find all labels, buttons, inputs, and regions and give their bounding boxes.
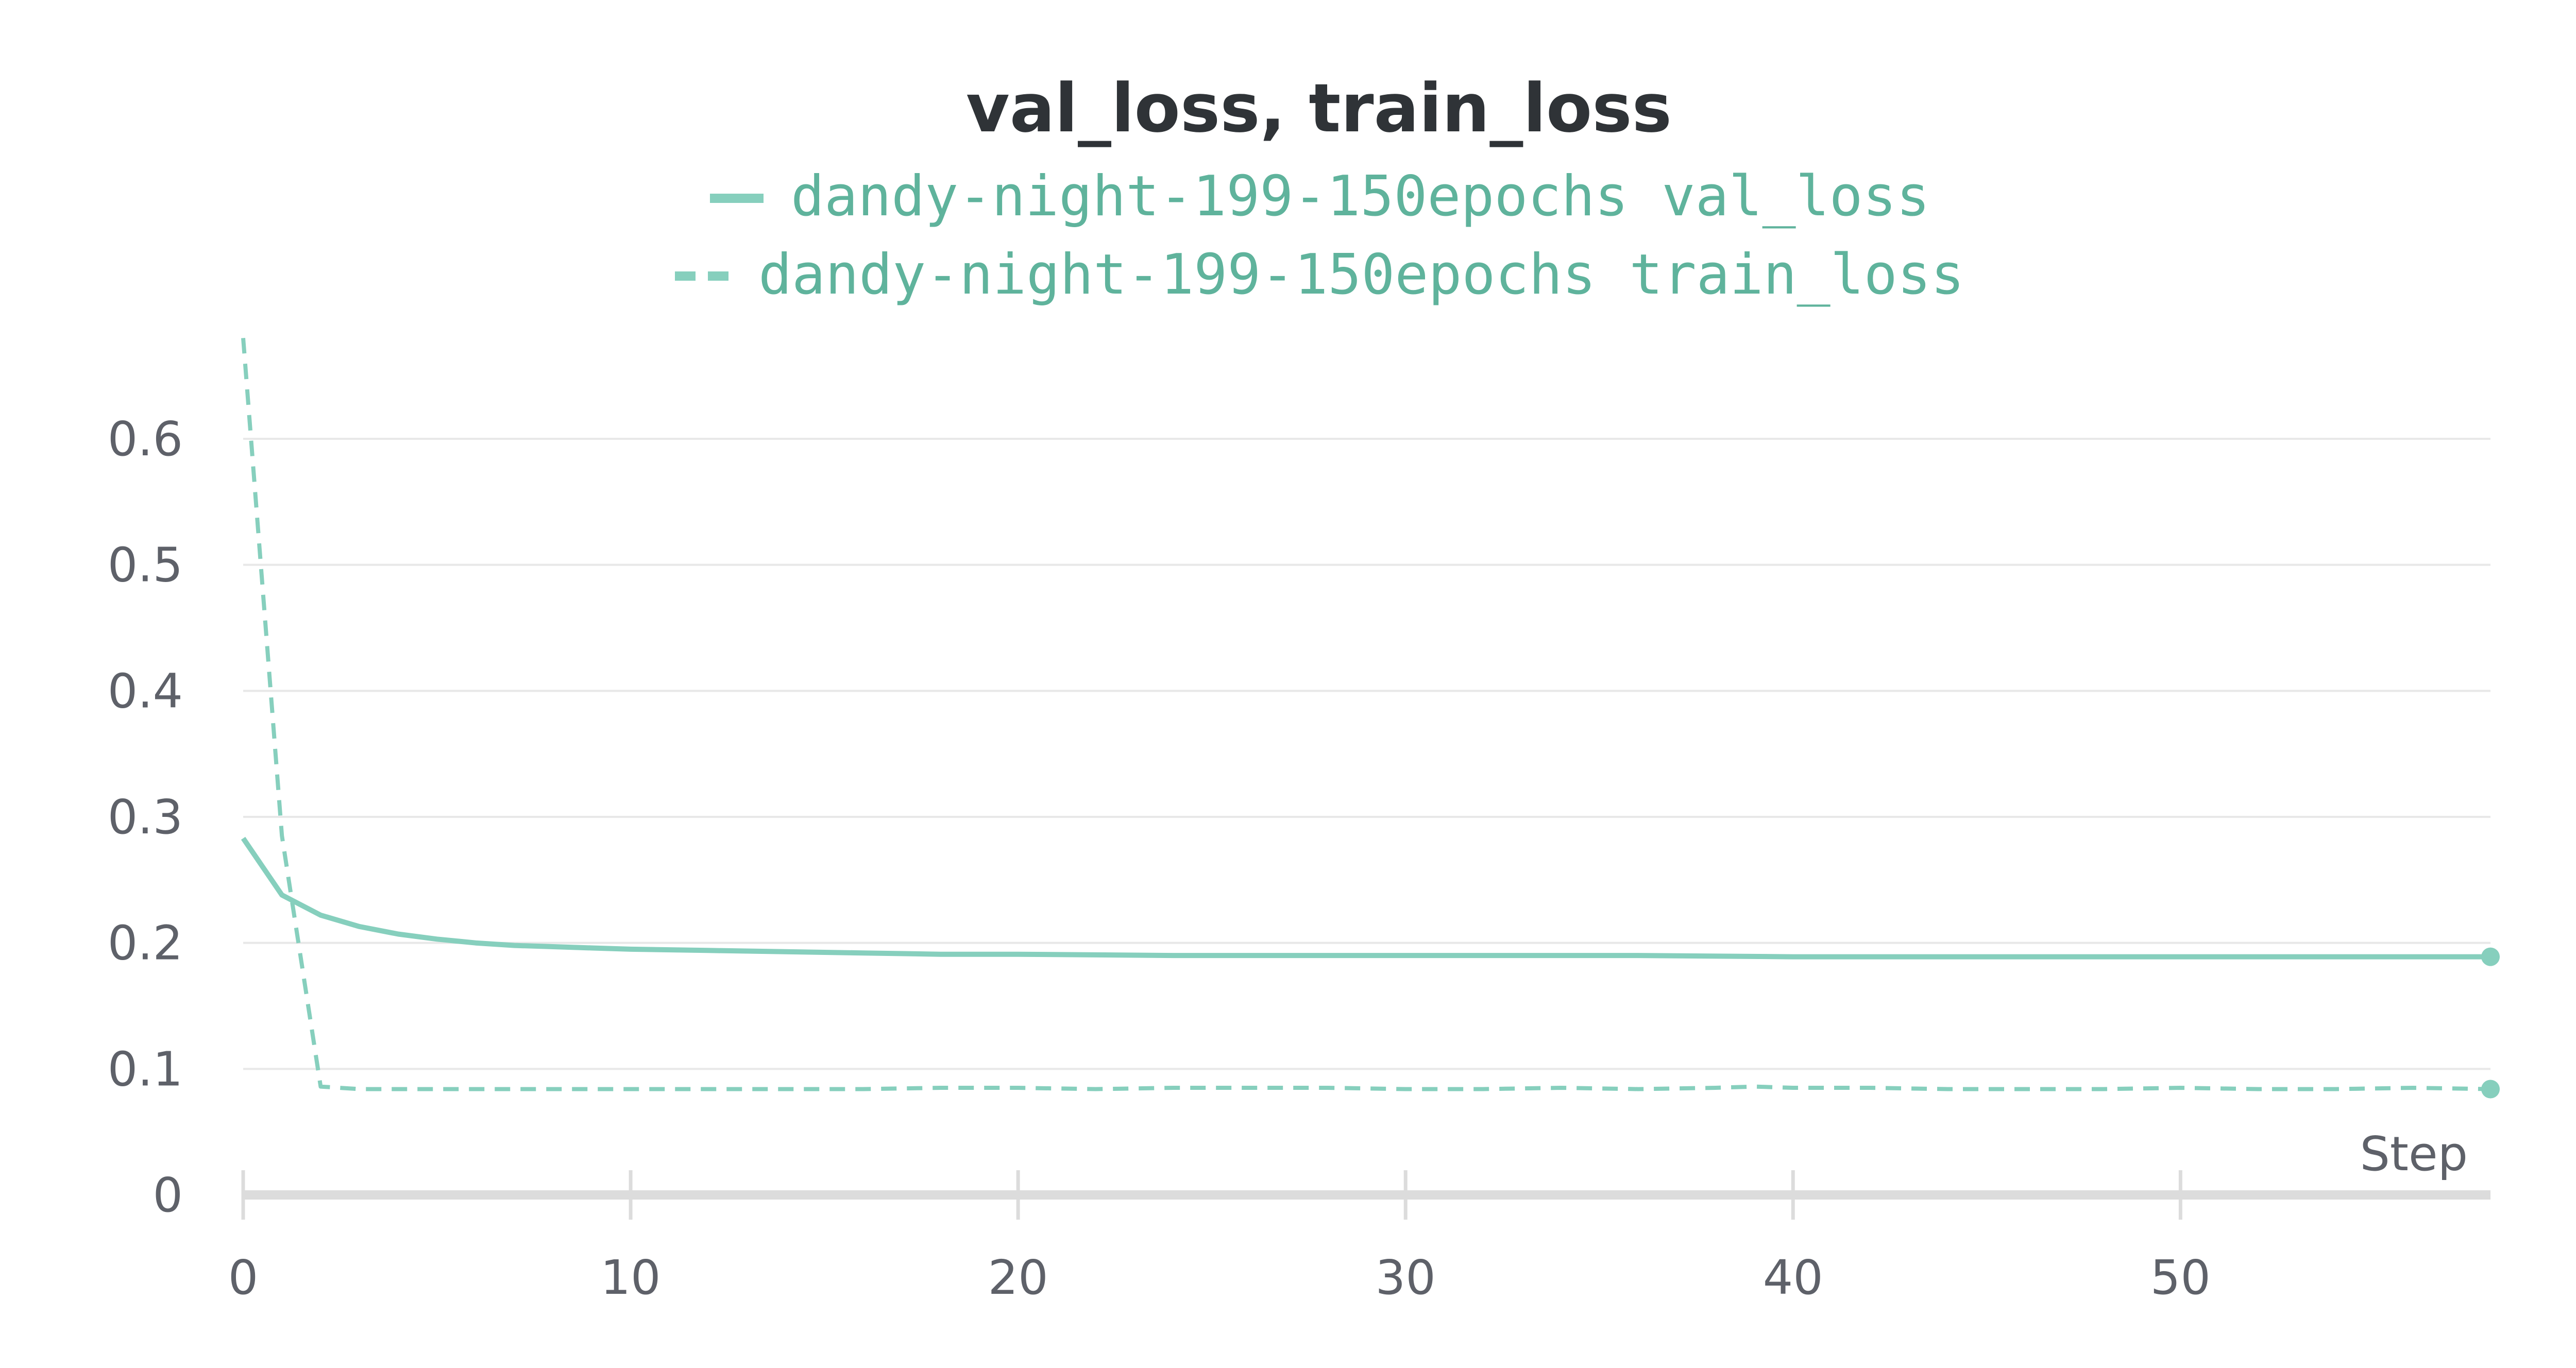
x-tick-label: 50 [2150, 1250, 2211, 1305]
legend-label-val-loss: dandy-night-199-150epochs val_loss [791, 164, 1930, 229]
legend-item-val-loss: dandy-night-199-150epochs val_loss [710, 164, 1930, 229]
series-line-train-loss [241, 337, 2491, 1091]
y-tick-label: 0.3 [108, 790, 183, 845]
series-end-marker-train-loss [2481, 1080, 2500, 1099]
y-tick-label: 0.1 [108, 1041, 183, 1097]
x-axis [241, 1170, 2490, 1220]
x-tick-label: 20 [988, 1250, 1048, 1305]
legend-item-train-loss: dandy-night-199-150epochs train_loss [675, 243, 1964, 307]
x-tick-labels: 0 10 20 30 40 50 [228, 1250, 2211, 1305]
x-axis-label: Step [2360, 1126, 2468, 1182]
y-tick-labels: 0 0.1 0.2 0.3 0.4 0.5 0.6 [108, 412, 183, 1223]
y-tick-label: 0.6 [108, 412, 183, 467]
series-line-val-loss [241, 836, 2490, 960]
series-end-marker-val-loss [2481, 947, 2500, 966]
y-tick-label: 0 [152, 1168, 183, 1223]
series-lines [241, 337, 2500, 1099]
y-tick-label: 0.2 [108, 916, 183, 971]
x-tick-label: 10 [601, 1250, 661, 1305]
x-tick-label: 0 [228, 1250, 259, 1305]
y-tick-label: 0.5 [108, 538, 183, 593]
y-tick-label: 0.4 [108, 663, 183, 719]
x-tick-label: 30 [1376, 1250, 1436, 1305]
chart-title: val_loss, train_loss [966, 69, 1672, 147]
grid [243, 438, 2490, 1070]
legend: dandy-night-199-150epochs val_loss dandy… [675, 164, 1964, 307]
x-tick-label: 40 [1763, 1250, 1823, 1305]
legend-label-train-loss: dandy-night-199-150epochs train_loss [758, 243, 1964, 307]
